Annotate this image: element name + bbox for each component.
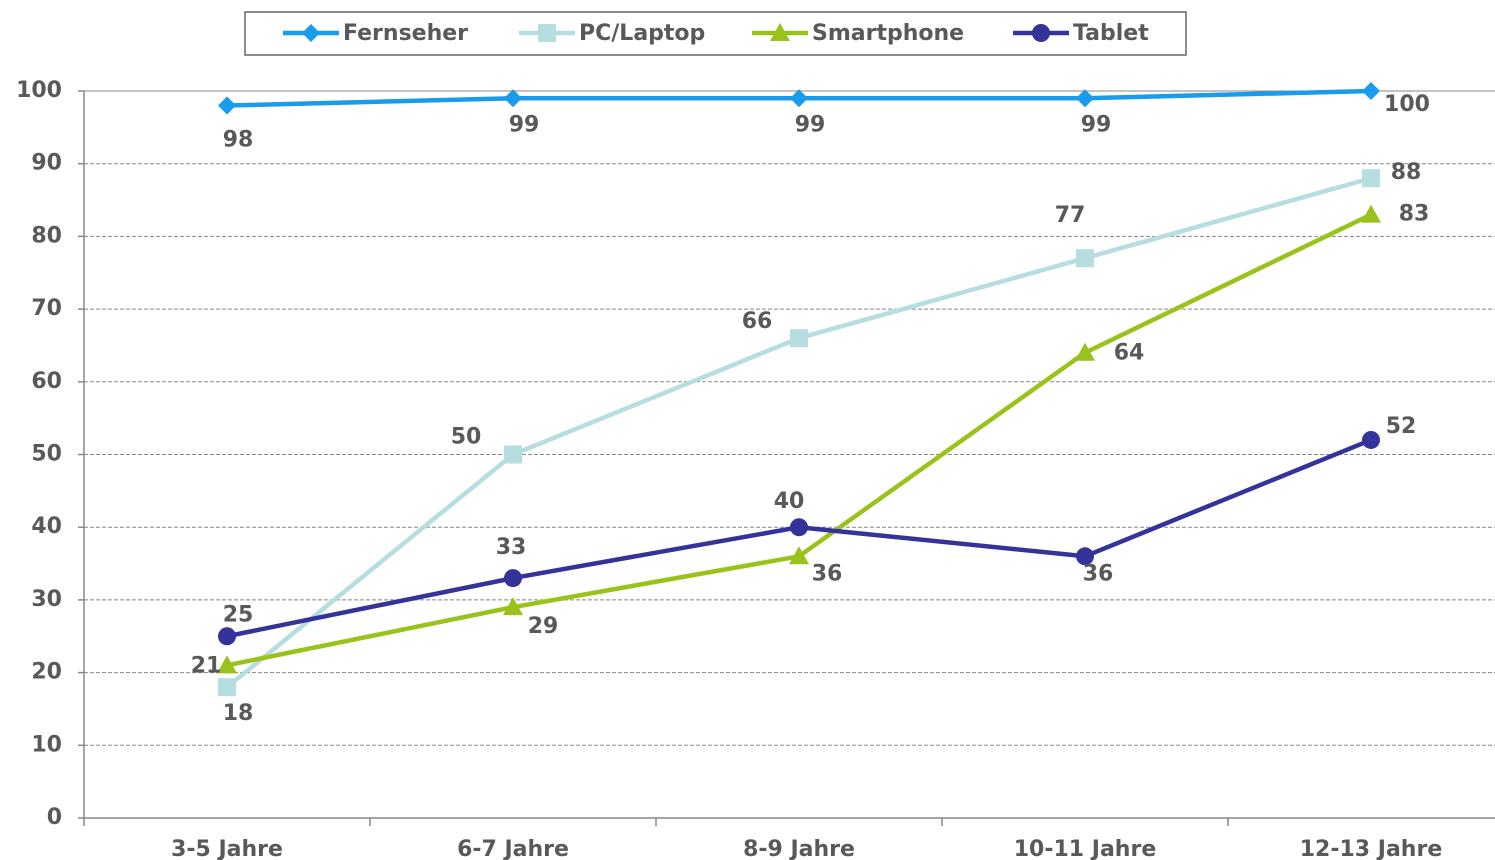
data-point: [218, 96, 236, 115]
data-point: [1075, 342, 1095, 361]
data-point: [217, 655, 237, 674]
data-label: 33: [496, 535, 527, 560]
data-label: 98: [223, 128, 254, 153]
data-label: 88: [1391, 160, 1422, 185]
series-line: [226, 212, 1372, 668]
y-tick-label: 60: [31, 369, 62, 394]
legend-label: Fernseher: [343, 21, 468, 46]
data-point: [218, 678, 236, 697]
y-tick-label: 90: [31, 151, 62, 176]
x-tick-label: 12-13 Jahre: [1300, 837, 1442, 860]
data-point: [504, 445, 522, 464]
data-label: 100: [1384, 92, 1430, 117]
data-point: [1076, 547, 1094, 566]
data-point: [790, 518, 808, 537]
y-tick-label: 20: [31, 660, 62, 685]
legend-label: PC/Laptop: [579, 21, 705, 46]
y-tick-label: 40: [31, 514, 62, 539]
data-point: [790, 89, 808, 108]
legend-marker: [770, 23, 790, 41]
legend-marker: [538, 24, 556, 42]
data-point: [1362, 82, 1380, 100]
data-label: 50: [451, 425, 482, 450]
legend-marker: [1032, 24, 1050, 42]
y-tick-label: 70: [31, 296, 62, 321]
data-point: [504, 569, 522, 588]
data-point: [504, 89, 522, 108]
data-point: [790, 329, 808, 348]
data-label: 36: [812, 561, 843, 586]
x-tick-label: 10-11 Jahre: [1014, 837, 1156, 860]
data-point: [1076, 89, 1094, 108]
legend-label: Tablet: [1073, 21, 1149, 46]
data-label: 64: [1114, 341, 1145, 366]
y-tick-label: 30: [31, 587, 62, 612]
y-tick-label: 10: [31, 732, 62, 757]
data-label: 83: [1399, 202, 1430, 227]
data-point: [218, 627, 236, 646]
data-label: 52: [1386, 414, 1417, 439]
x-tick-label: 8-9 Jahre: [743, 837, 855, 860]
y-tick-label: 0: [47, 805, 62, 830]
data-label: 99: [1081, 112, 1112, 137]
series-line: [225, 176, 1372, 689]
data-point: [503, 597, 523, 616]
legend-marker: [302, 24, 320, 42]
data-label: 21: [191, 653, 222, 678]
legend-label: Smartphone: [812, 21, 964, 46]
data-label: 40: [774, 489, 805, 514]
data-label: 99: [795, 112, 826, 137]
data-label: 99: [509, 112, 540, 137]
data-label: 18: [223, 701, 254, 726]
data-label: 36: [1083, 561, 1114, 586]
series-line: [226, 437, 1372, 639]
data-point: [789, 546, 809, 565]
x-tick-label: 3-5 Jahre: [171, 837, 283, 860]
y-tick-label: 100: [16, 78, 62, 103]
y-tick-label: 50: [31, 442, 62, 467]
data-label: 25: [223, 602, 254, 627]
data-label: 77: [1055, 203, 1086, 228]
data-point: [1076, 249, 1094, 268]
data-label: 66: [742, 309, 773, 334]
y-tick-label: 80: [31, 223, 62, 248]
data-point: [1362, 169, 1380, 188]
data-label: 29: [528, 614, 559, 639]
data-point: [1361, 204, 1381, 223]
x-tick-label: 6-7 Jahre: [457, 837, 569, 860]
data-point: [1362, 430, 1380, 449]
